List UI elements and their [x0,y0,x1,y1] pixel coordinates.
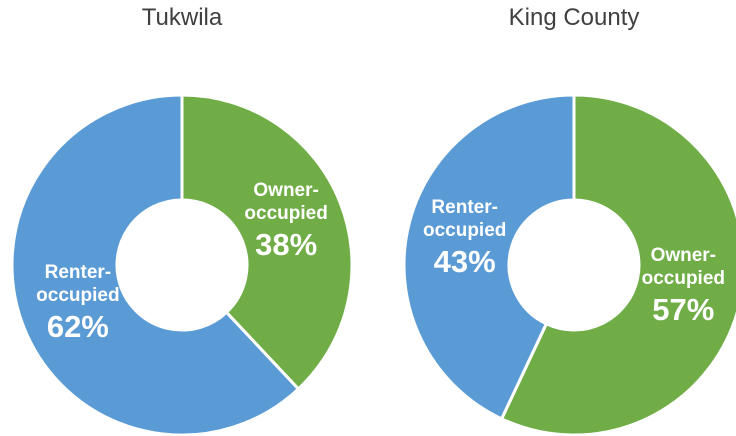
slice-label: Owner-occupied 38% [231,179,341,265]
slice-label: Renter-occupied 62% [23,261,133,347]
value-label: 57% [652,292,715,328]
value-label: 43% [433,243,496,279]
donut-slice [10,93,301,436]
category-label: Owner-occupied [244,179,328,224]
value-label: 62% [46,309,109,345]
slice-label: Renter-occupied 43% [410,196,520,282]
value-label: 38% [255,226,318,262]
category-label: Renter-occupied [36,262,120,307]
chart-title: Tukwila [141,4,223,31]
category-label: Owner-occupied [641,245,725,290]
donut-slice [180,93,354,392]
donut-slice [499,93,736,436]
chart-title: King County [508,4,640,31]
donut-slice [402,93,576,421]
slice-label: Owner-occupied 57% [628,244,736,330]
category-label: Renter-occupied [422,196,507,241]
